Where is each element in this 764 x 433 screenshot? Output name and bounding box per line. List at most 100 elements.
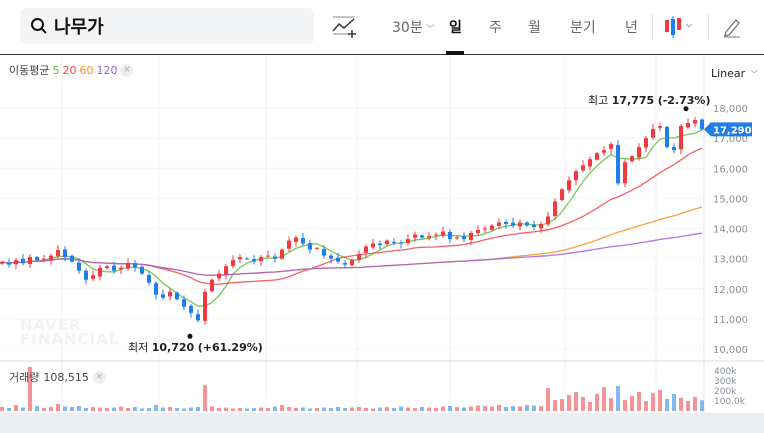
volume-bar — [679, 398, 683, 411]
candle-body — [567, 180, 571, 191]
candle-body — [315, 248, 319, 250]
candle — [35, 255, 39, 262]
close-ma-button[interactable]: × — [120, 63, 134, 77]
candle-body — [28, 257, 32, 265]
candle — [91, 270, 95, 281]
volume-bar — [651, 393, 655, 411]
volume-bar — [518, 406, 522, 411]
ma120-line — [1, 232, 703, 276]
candle — [42, 254, 46, 263]
candle — [28, 254, 32, 268]
volume-bar — [273, 406, 277, 411]
candle — [686, 118, 690, 130]
candle-body — [147, 275, 151, 283]
high-marker — [683, 106, 689, 112]
ma5-label: 5 — [52, 63, 60, 77]
period-day[interactable]: 일 — [449, 20, 462, 36]
volume-bar — [483, 406, 487, 411]
period-year[interactable]: 년 — [625, 20, 638, 36]
candle-body — [56, 249, 60, 257]
candle-body — [665, 126, 669, 148]
candle — [119, 265, 123, 275]
volume-tick-label: 400k — [714, 367, 737, 377]
candle-body — [364, 246, 368, 253]
period-week[interactable]: 주 — [489, 20, 502, 36]
candle-body — [658, 126, 662, 128]
period-30min[interactable]: 30분 ﹀ — [392, 17, 435, 37]
volume-bar — [504, 407, 508, 411]
pencil-icon — [724, 19, 740, 38]
volume-bar — [553, 400, 557, 411]
candle — [588, 156, 592, 171]
active-tab-indicator — [446, 51, 464, 55]
y-tick-label: 18,000 — [713, 104, 748, 115]
y-tick-label: 13,000 — [713, 255, 748, 266]
candle-body — [126, 263, 130, 269]
y-tick-label: 15,000 — [713, 194, 748, 205]
volume-bar — [560, 399, 564, 411]
candle — [77, 258, 81, 274]
candle — [462, 232, 466, 243]
candle-body — [182, 299, 186, 307]
candle — [679, 123, 683, 155]
candle-body — [77, 262, 81, 271]
search-input[interactable]: 나무가 — [20, 8, 314, 44]
candle — [644, 136, 648, 153]
volume-bar — [336, 407, 340, 411]
volume-bar — [49, 407, 53, 411]
chart-type-button[interactable] — [662, 14, 702, 40]
volume-bar — [224, 407, 228, 411]
candle-body — [322, 248, 326, 256]
candle — [63, 246, 67, 262]
volume-bar — [287, 407, 291, 411]
candle-body — [63, 249, 67, 258]
y-tick-label: 11,000 — [713, 315, 748, 326]
candle — [217, 269, 221, 282]
candle — [532, 220, 536, 231]
candle — [511, 217, 515, 228]
candle — [525, 221, 529, 227]
candle-body — [434, 234, 438, 236]
candle-body — [441, 231, 445, 236]
candle — [322, 245, 326, 259]
candle — [231, 255, 235, 269]
candle — [623, 159, 627, 188]
candle — [455, 236, 459, 240]
candle — [315, 246, 319, 250]
candle — [399, 240, 403, 249]
volume-bar — [245, 408, 249, 411]
volume-bar — [238, 408, 242, 411]
candle — [154, 281, 158, 300]
candle — [252, 255, 256, 265]
close-volume-button[interactable]: × — [92, 370, 106, 384]
volume-bar — [266, 408, 270, 411]
candle-body — [637, 147, 641, 158]
add-indicator-button[interactable] — [330, 14, 358, 40]
volume-bar — [196, 407, 200, 411]
candle-body — [399, 242, 403, 244]
candle — [518, 219, 522, 231]
volume-bar — [490, 406, 494, 411]
period-month[interactable]: 월 — [528, 20, 541, 36]
scale-selector[interactable]: Linear ﹀ — [711, 67, 758, 80]
chart-line-plus-icon — [332, 16, 356, 38]
candle — [609, 142, 613, 154]
candle-body — [259, 257, 263, 262]
draw-button[interactable] — [722, 16, 742, 38]
candle-body — [392, 241, 396, 243]
candle-body — [0, 261, 4, 264]
volume-bar — [315, 408, 319, 411]
divider — [652, 14, 653, 40]
volume-bar — [357, 407, 361, 411]
volume-bar — [77, 406, 81, 411]
volume-bar — [329, 408, 333, 411]
candle-body — [532, 224, 536, 227]
candle — [336, 252, 340, 264]
candle-body — [245, 258, 249, 260]
candle — [343, 259, 347, 269]
candle-body — [112, 265, 116, 271]
candle — [504, 219, 508, 229]
candle — [392, 237, 396, 246]
period-quarter[interactable]: 분기 — [570, 20, 596, 36]
